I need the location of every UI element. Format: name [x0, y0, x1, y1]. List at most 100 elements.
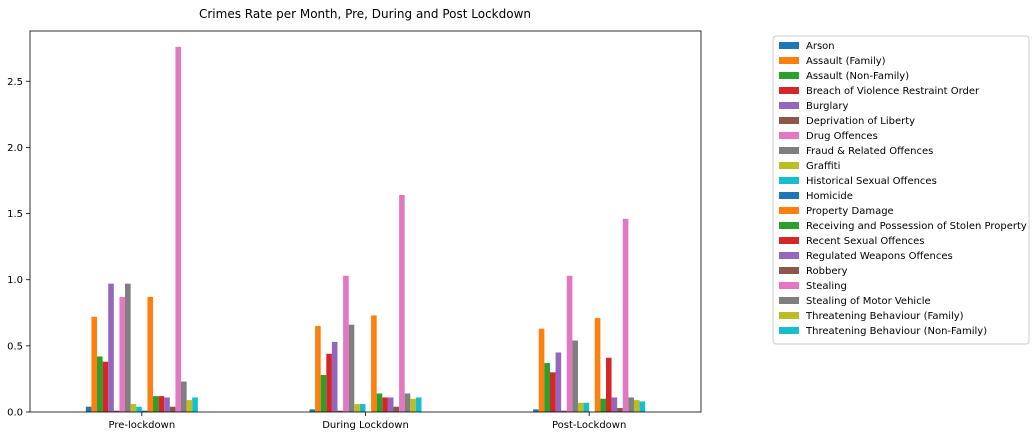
bar-16-1 [169, 406, 176, 412]
legend-swatch [779, 312, 799, 319]
bar-3-2 [320, 374, 327, 412]
legend-swatch [779, 237, 799, 244]
legend-box [772, 35, 1030, 345]
legend: Arson Assault (Family) Assault (Non-Family… [772, 35, 1030, 345]
legend-swatch [779, 57, 799, 64]
legend-entry: Stealing [806, 281, 847, 292]
legend-swatch [779, 42, 799, 49]
legend-swatch [779, 297, 799, 304]
bar-5-2 [331, 341, 338, 412]
bar-15-3 [611, 397, 618, 412]
bar-4-1 [102, 361, 109, 412]
y-tick-label: 1.0 [7, 275, 23, 286]
bars-layer [85, 46, 646, 413]
legend-entry: Homicide [806, 191, 853, 202]
bar-10-2 [359, 404, 366, 412]
x-tick-label: Pre-lockdown [108, 420, 175, 431]
legend-entry: Threatening Behaviour (Family) [805, 311, 964, 322]
legend-swatch [779, 252, 799, 259]
legend-swatch [779, 132, 799, 139]
bar-1-2 [309, 409, 316, 412]
chart-title: Crimes Rate per Month, Pre, During and P… [199, 7, 531, 21]
bar-12-1 [147, 296, 154, 412]
bar-7-1 [119, 296, 126, 412]
bar-2-2 [315, 326, 321, 412]
bar-19-2 [410, 398, 416, 412]
bar-16-3 [617, 408, 623, 412]
bar-14-2 [382, 397, 388, 412]
bar-8-3 [572, 340, 578, 412]
legend-entry: Robbery [806, 266, 848, 277]
bar-10-1 [136, 406, 142, 412]
bar-7-3 [566, 275, 573, 412]
bar-13-2 [376, 393, 383, 412]
x-tick-label: Post-Lockdown [552, 420, 626, 431]
bar-12-3 [594, 318, 601, 412]
bar-1-1 [85, 406, 92, 412]
bar-4-2 [326, 353, 332, 412]
bar-9-3 [577, 402, 584, 412]
legend-swatch [779, 327, 799, 334]
legend-swatch [779, 222, 799, 229]
bar-2-1 [91, 316, 98, 412]
bar-20-1 [192, 397, 198, 412]
legend-entry: Assault (Family) [806, 56, 886, 67]
bar-5-1 [108, 283, 114, 412]
legend-entry: Breach of Violence Restraint Order [806, 86, 980, 97]
y-tick-label: 0.5 [7, 341, 23, 352]
legend-entry: Graffiti [806, 161, 840, 172]
legend-entry: Fraud & Related Offences [806, 146, 933, 157]
y-tick-label: 2.0 [7, 143, 23, 154]
legend-entry: Assault (Non-Family) [806, 71, 909, 82]
bar-6-2 [337, 410, 344, 412]
bar-17-1 [175, 46, 182, 413]
legend-entry: Receiving and Possession of Stolen Prope… [806, 221, 1027, 232]
legend-entry: Deprivation of Liberty [806, 116, 915, 127]
bar-11-1 [141, 410, 148, 412]
bar-18-1 [181, 381, 187, 412]
bar-13-3 [600, 398, 606, 412]
bar-20-3 [639, 401, 646, 412]
bar-12-2 [371, 315, 377, 412]
bar-17-3 [622, 218, 629, 412]
bar-8-2 [348, 324, 355, 412]
bar-8-1 [125, 283, 131, 412]
legend-entry: Arson [806, 41, 835, 52]
legend-swatch [779, 177, 799, 184]
bar-6-1 [113, 410, 120, 412]
bar-18-3 [628, 397, 634, 412]
bar-20-2 [415, 397, 422, 412]
bar-19-1 [186, 400, 193, 412]
legend-entry: Historical Sexual Offences [806, 176, 937, 187]
legend-swatch [779, 87, 799, 94]
bar-10-3 [583, 402, 590, 412]
legend-entry: Threatening Behaviour (Non-Family) [805, 326, 987, 337]
bar-5-3 [555, 352, 562, 412]
bar-15-2 [387, 397, 394, 412]
bar-14-3 [605, 357, 612, 412]
bar-3-1 [97, 356, 103, 412]
legend-swatch [779, 162, 799, 169]
bar-14-1 [158, 396, 165, 413]
legend-swatch [779, 147, 799, 154]
y-tick-label: 0.0 [7, 408, 23, 419]
bar-1-3 [533, 409, 539, 412]
legend-swatch [779, 117, 799, 124]
x-tick-label: During Lockdown [322, 420, 409, 431]
bar-13-1 [153, 396, 159, 413]
bar-16-2 [393, 406, 400, 412]
axes-layer: 0.0 0.5 1.0 1.5 2.0 2.5 Pre-lockdown During Loc… [7, 30, 702, 431]
y-tick-label: 1.5 [7, 209, 23, 220]
bar-3-3 [544, 363, 550, 412]
y-tick-label: 2.5 [7, 77, 23, 88]
bar-9-1 [130, 404, 137, 412]
bar-15-1 [164, 397, 170, 412]
bar-18-2 [404, 393, 411, 412]
bar-19-3 [633, 400, 640, 412]
bar-4-3 [549, 372, 556, 412]
legend-swatch [779, 192, 799, 199]
legend-entry: Property Damage [806, 206, 894, 217]
legend-entry: Regulated Weapons Offences [806, 251, 953, 262]
legend-entry: Stealing of Motor Vehicle [806, 296, 931, 307]
